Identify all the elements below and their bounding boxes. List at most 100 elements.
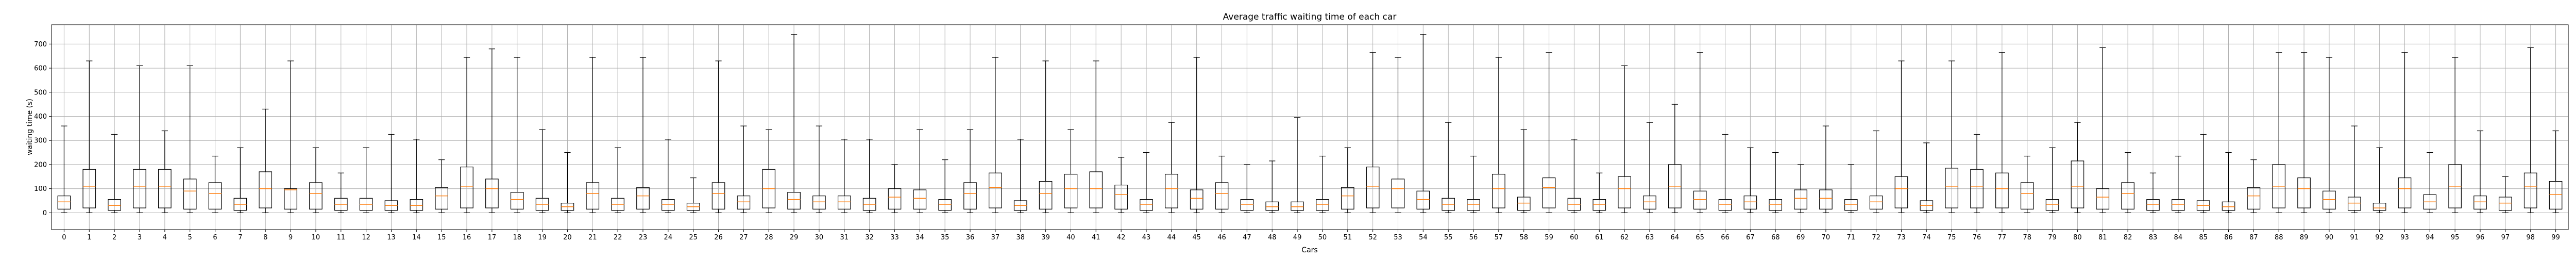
iqr-box <box>284 188 297 209</box>
x-tick-label: 0 <box>62 234 66 241</box>
x-tick-label: 29 <box>790 234 799 241</box>
iqr-box <box>812 196 826 209</box>
box-car-87 <box>2247 159 2261 213</box>
box-car-25 <box>686 177 700 213</box>
x-tick-label: 89 <box>2300 234 2309 241</box>
box-car-98 <box>2523 47 2537 213</box>
iqr-box <box>2523 172 2537 208</box>
iqr-box <box>737 196 751 209</box>
chart-title: Average traffic waiting time of each car <box>1223 12 1397 22</box>
box-car-59 <box>1542 52 1556 213</box>
x-tick-label: 75 <box>1947 234 1956 241</box>
iqr-box <box>787 192 801 209</box>
box-car-1 <box>82 60 96 213</box>
box-car-16 <box>460 57 473 213</box>
x-tick-label: 91 <box>2350 234 2359 241</box>
iqr-box <box>1794 189 1807 209</box>
iqr-box <box>2172 199 2185 211</box>
box-car-49 <box>1291 117 1304 213</box>
box-car-78 <box>2020 155 2034 213</box>
x-tick-label: 55 <box>1444 234 1453 241</box>
x-tick-label: 6 <box>213 234 217 241</box>
iqr-box <box>1769 199 1783 211</box>
x-tick-label: 99 <box>2551 234 2560 241</box>
box-car-5 <box>183 65 197 213</box>
iqr-box <box>938 199 952 211</box>
box-car-17 <box>485 49 499 213</box>
x-tick-label: 7 <box>238 234 242 241</box>
iqr-box <box>460 166 473 208</box>
box-car-19 <box>535 129 549 213</box>
iqr-box <box>1693 190 1707 209</box>
box-car-94 <box>2423 152 2437 213</box>
iqr-box <box>888 188 902 209</box>
iqr-box <box>1542 177 1556 208</box>
box-car-80 <box>2071 122 2084 213</box>
x-tick-label: 60 <box>1570 234 1579 241</box>
box-car-82 <box>2121 152 2134 213</box>
box-car-84 <box>2172 155 2185 213</box>
iqr-box <box>485 179 499 208</box>
box-car-47 <box>1240 164 1254 213</box>
x-tick-label: 52 <box>1368 234 1377 241</box>
y-tick-label: 600 <box>34 65 47 73</box>
box-car-88 <box>2272 52 2286 213</box>
box-car-57 <box>1492 57 1505 213</box>
x-tick-label: 93 <box>2400 234 2409 241</box>
x-tick-label: 46 <box>1217 234 1226 241</box>
x-tick-label: 97 <box>2501 234 2510 241</box>
x-tick-label: 15 <box>437 234 446 241</box>
x-tick-label: 33 <box>890 234 899 241</box>
iqr-box <box>208 182 222 209</box>
box-car-65 <box>1693 52 1707 213</box>
x-tick-label: 92 <box>2375 234 2384 241</box>
iqr-box <box>989 172 1002 208</box>
box-car-39 <box>1039 60 1053 213</box>
box-car-51 <box>1341 147 1354 213</box>
iqr-box <box>1114 184 1128 209</box>
iqr-box <box>2121 182 2134 209</box>
box-car-6 <box>208 155 222 213</box>
x-tick-label: 39 <box>1041 234 1050 241</box>
box-car-10 <box>309 147 323 213</box>
iqr-box <box>2020 182 2034 209</box>
box-car-62 <box>1618 65 1631 213</box>
iqr-box <box>1945 168 1958 208</box>
x-tick-label: 4 <box>163 234 167 241</box>
x-tick-label: 90 <box>2325 234 2334 241</box>
box-car-76 <box>1970 134 1984 213</box>
iqr-box <box>1391 179 1405 208</box>
x-tick-label: 96 <box>2476 234 2485 241</box>
box-car-36 <box>963 129 977 213</box>
iqr-box <box>158 169 172 208</box>
box-car-75 <box>1945 60 1958 213</box>
box-car-79 <box>2045 147 2059 213</box>
box-car-27 <box>737 125 751 213</box>
x-tick-label: 44 <box>1167 234 1176 241</box>
iqr-box <box>1995 172 2009 208</box>
x-tick-label: 28 <box>765 234 773 241</box>
iqr-box <box>1718 199 1732 211</box>
y-tick-label: 700 <box>34 41 47 49</box>
box-car-73 <box>1894 60 1908 213</box>
x-tick-label: 12 <box>362 234 370 241</box>
iqr-box <box>1265 201 1279 211</box>
y-tick-label: 500 <box>34 89 47 96</box>
x-tick-label: 57 <box>1495 234 1503 241</box>
box-car-66 <box>1718 134 1732 213</box>
box-car-30 <box>812 125 826 213</box>
box-car-3 <box>133 65 146 213</box>
x-tick-label: 67 <box>1746 234 1755 241</box>
iqr-box <box>1316 199 1329 211</box>
box-car-26 <box>711 60 725 213</box>
iqr-box <box>2473 196 2487 209</box>
box-car-11 <box>334 172 348 213</box>
box-car-43 <box>1140 152 1153 213</box>
x-tick-label: 27 <box>739 234 748 241</box>
x-tick-label: 36 <box>966 234 975 241</box>
iqr-box <box>1140 199 1153 211</box>
box-car-72 <box>1869 130 1883 213</box>
box-car-56 <box>1467 155 1480 213</box>
x-tick-label: 35 <box>941 234 950 241</box>
x-tick-label: 95 <box>2451 234 2460 241</box>
